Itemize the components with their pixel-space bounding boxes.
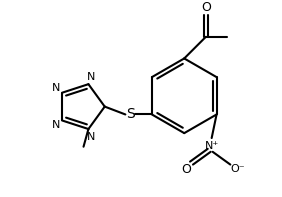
Text: N⁺: N⁺ [204, 141, 219, 151]
Text: N: N [52, 83, 60, 93]
Text: O: O [201, 1, 211, 14]
Text: O⁻: O⁻ [230, 164, 244, 175]
Text: N: N [87, 132, 95, 141]
Text: N: N [52, 120, 60, 130]
Text: O: O [181, 163, 191, 176]
Text: S: S [126, 107, 135, 122]
Text: N: N [87, 72, 95, 82]
